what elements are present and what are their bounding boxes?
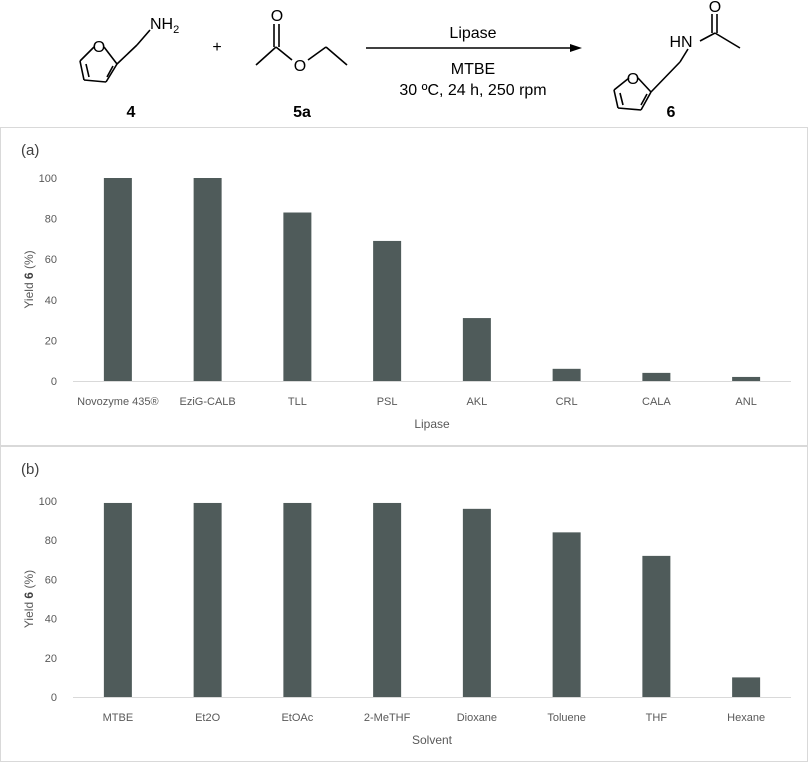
y-tick-label: 60 — [45, 254, 57, 266]
ethyl-acetate-structure — [255, 24, 348, 66]
arrow-head — [570, 44, 582, 52]
bar — [193, 178, 222, 381]
ester-oxygen: O — [294, 58, 306, 75]
y-tick-label: 100 — [39, 496, 57, 508]
bar — [552, 532, 581, 697]
x-tick-label: Dioxane — [457, 712, 497, 724]
x-tick-label: THF — [646, 712, 668, 724]
x-axis-title: Lipase — [414, 417, 450, 431]
x-tick-label: Toluene — [547, 712, 586, 724]
product-furan-oxygen: O — [627, 71, 639, 88]
reagent-solvent: MTBE — [451, 61, 495, 78]
x-tick-label: PSL — [377, 396, 398, 408]
furfurylamine-structure — [79, 29, 151, 83]
bar — [103, 178, 132, 381]
x-tick-label: CALA — [642, 396, 671, 408]
y-axis-title: Yield 6 (%) — [22, 570, 36, 628]
x-tick-label: AKL — [466, 396, 487, 408]
product-structure — [613, 14, 741, 111]
y-tick-label: 40 — [45, 614, 57, 626]
chart-panel-solvent: (b) 0 20 40 60 80 100 MTBE Et2O EtOAc 2-MeTHF Diox… — [0, 446, 808, 762]
bar — [373, 502, 402, 697]
bar — [642, 555, 671, 697]
y-tick-label: 0 — [51, 692, 57, 704]
bar — [462, 508, 491, 697]
x-tick-label: EtOAc — [281, 712, 313, 724]
reaction-scheme: O NH2 4 + O O 5a Lipase MTBE 30 ºC, 24 h… — [79, 0, 741, 121]
x-tick-label: TLL — [288, 396, 307, 408]
lipase-bar-chart: 0 20 40 60 80 100 Novozyme 435® EziG-CALB TLL PSL… — [22, 173, 791, 431]
bar — [283, 212, 312, 381]
x-tick-label: Et2O — [195, 712, 221, 724]
y-tick-label: 60 — [45, 574, 57, 586]
amide-oxygen: O — [709, 0, 721, 16]
y-tick-label: 20 — [45, 653, 57, 665]
bar — [193, 502, 222, 697]
amine-group: NH2 — [150, 16, 179, 36]
panel-label-a: (a) — [21, 142, 40, 159]
x-axis-title: Solvent — [412, 733, 453, 747]
bar — [732, 677, 761, 697]
bar — [642, 372, 671, 381]
y-tick-label: 100 — [39, 173, 57, 185]
bar — [283, 502, 312, 697]
bar — [103, 502, 132, 697]
reactant1-label: 4 — [127, 104, 136, 121]
carbonyl-oxygen: O — [271, 8, 283, 25]
product-label: 6 — [667, 104, 676, 121]
x-tick-label: ANL — [735, 396, 756, 408]
y-tick-label: 80 — [45, 214, 57, 226]
x-tick-label: MTBE — [103, 712, 134, 724]
y-tick-label: 0 — [51, 376, 57, 388]
amide-nh-group: HN — [669, 34, 692, 51]
reagent-conditions: 30 ºC, 24 h, 250 rpm — [399, 82, 546, 99]
reactant2-label: 5a — [293, 104, 311, 121]
y-tick-label: 20 — [45, 335, 57, 347]
furan-oxygen: O — [93, 39, 105, 56]
y-axis-title: Yield 6 (%) — [22, 250, 36, 308]
x-tick-label: EziG-CALB — [180, 396, 236, 408]
plus-sign: + — [212, 39, 221, 56]
bar — [373, 240, 402, 381]
solvent-bar-chart: 0 20 40 60 80 100 MTBE Et2O EtOAc 2-MeTHF Dioxane T… — [22, 496, 791, 747]
x-tick-label: Hexane — [727, 712, 765, 724]
chart-panel-lipase: (a) 0 20 40 60 80 100 Novozyme 435® EziG-CALB TL… — [0, 127, 808, 446]
panel-label-b: (b) — [21, 461, 40, 478]
y-tick-label: 40 — [45, 295, 57, 307]
bar — [462, 318, 491, 381]
bar — [552, 368, 581, 381]
x-tick-label: CRL — [556, 396, 578, 408]
x-tick-label: 2-MeTHF — [364, 712, 411, 724]
bar — [732, 376, 761, 381]
x-tick-label: Novozyme 435® — [77, 396, 158, 408]
reagent-lipase: Lipase — [449, 25, 496, 42]
y-tick-label: 80 — [45, 535, 57, 547]
